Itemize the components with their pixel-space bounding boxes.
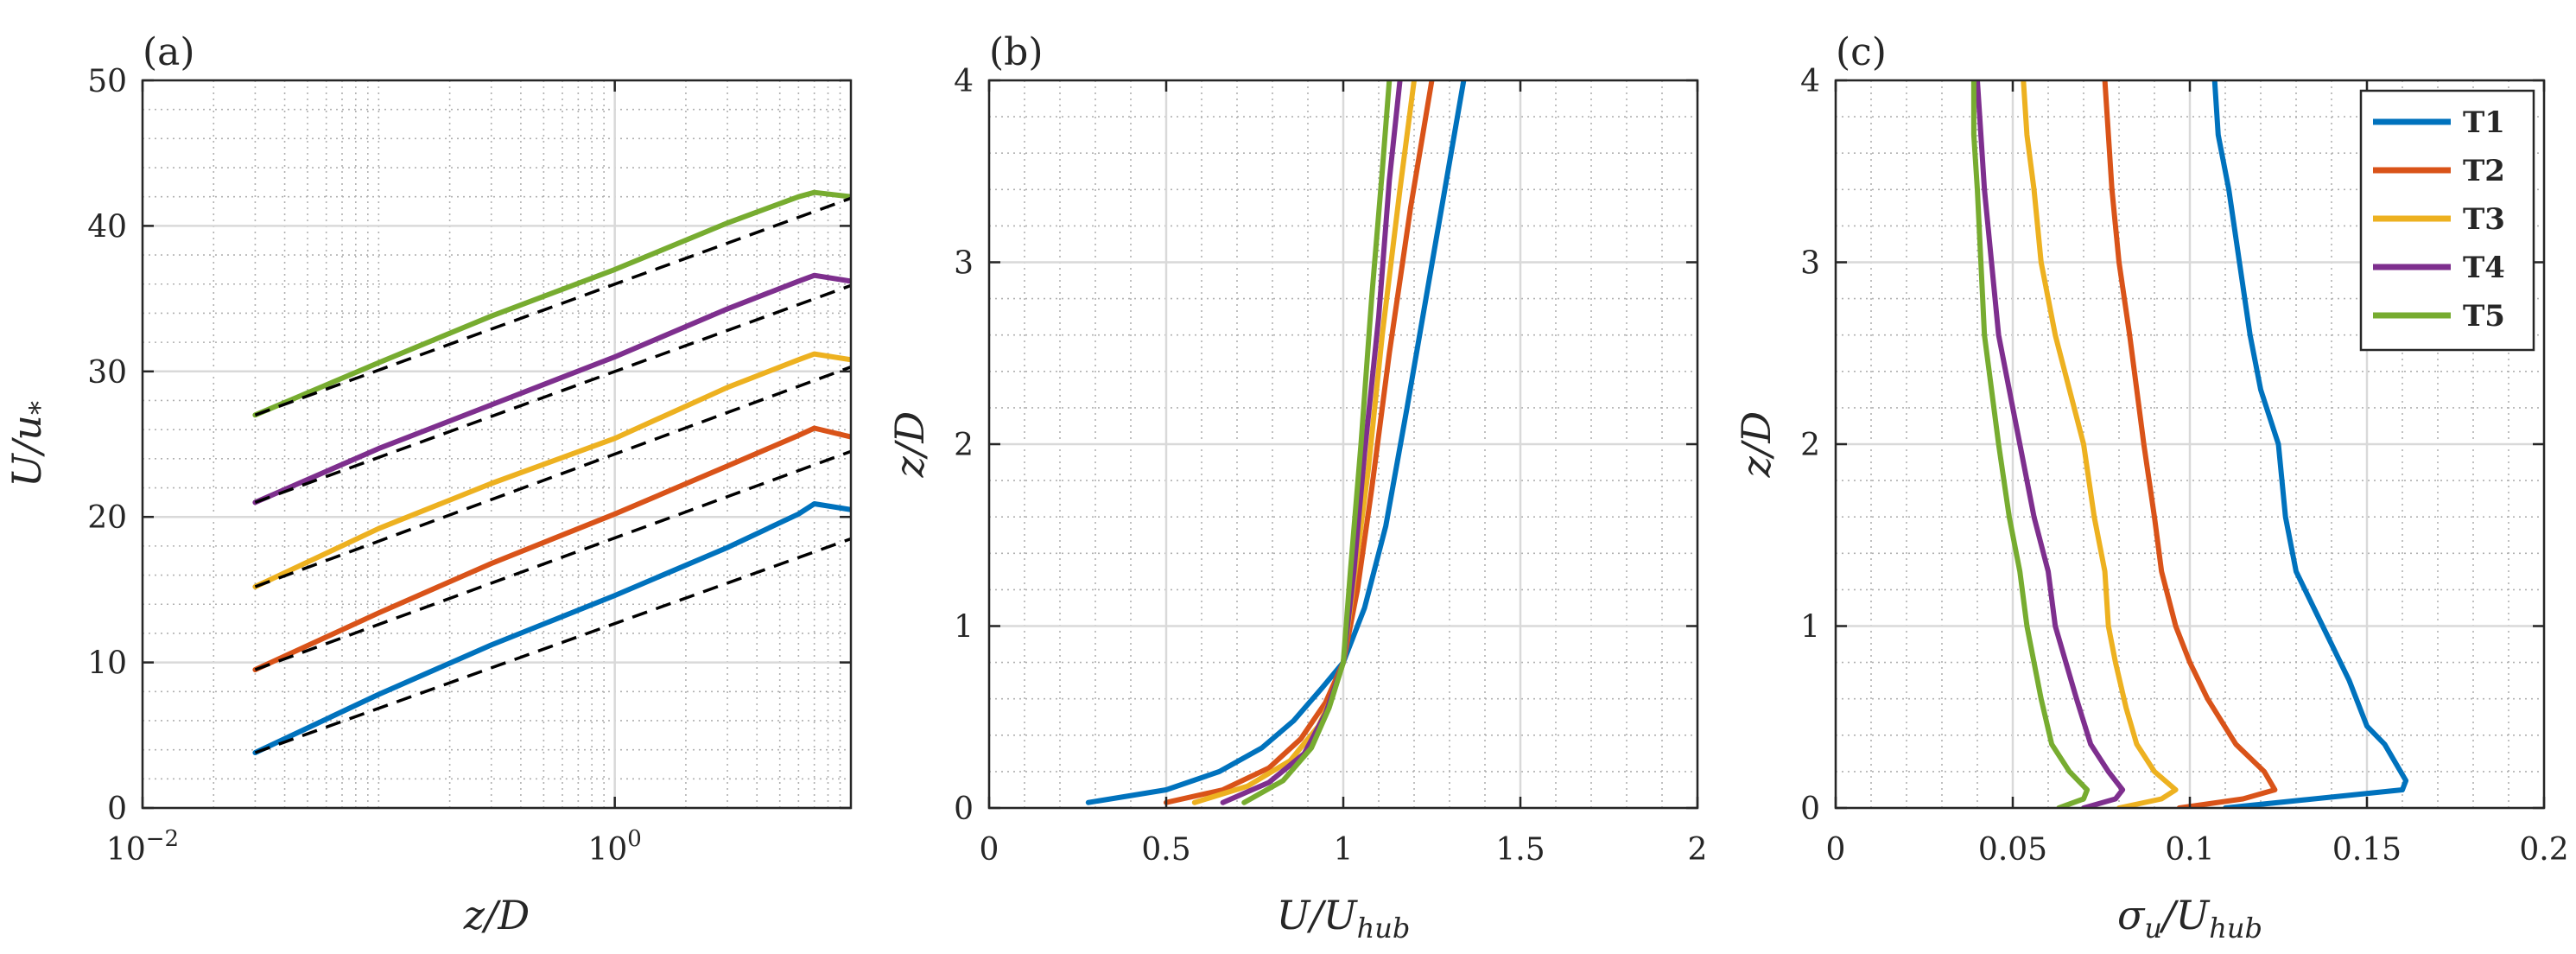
x-tick-label: 0.1 xyxy=(2165,832,2214,868)
y-tick-label: 0 xyxy=(1800,792,1820,827)
legend-label-t3: T3 xyxy=(2463,202,2505,237)
y-axis-label: z/D xyxy=(1733,411,1780,479)
x-tick-label: 0.2 xyxy=(2519,832,2568,868)
fit-line-t4 xyxy=(254,283,851,505)
y-tick-label: 4 xyxy=(954,64,974,99)
x-tick-label: 2 xyxy=(1688,832,1708,868)
x-tick-label: 0.5 xyxy=(1141,832,1190,868)
y-tick-label: 3 xyxy=(954,246,974,282)
fit-line-t2 xyxy=(254,449,851,671)
panel-a: 10−2 100 0 10 20 30 40 50 z/D U/u* (a) xyxy=(3,30,853,938)
y-axis-label: U/u* xyxy=(3,401,56,487)
series-line-t4 xyxy=(252,272,851,506)
fit-line-t1 xyxy=(254,537,851,754)
panel-b: 0 0.5 1 1.5 2 0 1 2 3 4 U/Uhub z/D (b) xyxy=(886,30,1707,944)
data-layer xyxy=(252,189,851,755)
x-tick-label: 100 xyxy=(587,826,641,868)
panel-label: (b) xyxy=(989,30,1044,74)
y-tick-label: 2 xyxy=(1800,428,1820,463)
y-tick-label: 20 xyxy=(87,500,127,536)
series-line-t2 xyxy=(2102,80,2278,808)
x-axis-label: σu/Uhub xyxy=(2117,892,2262,944)
y-tick-label: 3 xyxy=(1800,246,1820,282)
x-tick-label: 0.05 xyxy=(1978,832,2047,868)
x-tick-label: 0 xyxy=(980,832,999,868)
x-axis-label: z/D xyxy=(463,892,530,938)
grid xyxy=(987,79,1699,810)
x-axis-label: U/Uhub xyxy=(1277,892,1411,944)
series-line-t5 xyxy=(1241,80,1393,805)
y-tick-label: 2 xyxy=(954,428,974,463)
x-tick-label: 1.5 xyxy=(1495,832,1545,868)
panel-label: (c) xyxy=(1836,30,1887,74)
y-tick-label: 10 xyxy=(87,646,127,682)
y-tick-label: 30 xyxy=(87,355,127,391)
data-layer xyxy=(1970,80,2409,808)
legend-label-t4: T4 xyxy=(2463,251,2505,285)
x-tick-label: 0.15 xyxy=(2332,832,2402,868)
data-layer xyxy=(1085,80,1467,805)
legend-label-t2: T2 xyxy=(2463,154,2505,188)
y-tick-label: 1 xyxy=(954,610,974,646)
x-tick-label: 0 xyxy=(1826,832,1846,868)
y-axis-label: z/D xyxy=(886,411,933,479)
fit-line-t5 xyxy=(254,196,851,417)
x-tick-label: 1 xyxy=(1334,832,1354,868)
legend-label-t1: T1 xyxy=(2463,105,2505,140)
y-tick-label: 0 xyxy=(954,792,974,827)
y-tick-label: 1 xyxy=(1800,610,1820,646)
legend: T1 T2 T3 T4 T5 xyxy=(2359,89,2535,352)
y-tick-label: 40 xyxy=(87,209,127,245)
series-line-t5 xyxy=(252,189,851,418)
series-line-t1 xyxy=(2211,80,2409,808)
y-tick-label: 50 xyxy=(87,64,127,99)
series-line-t2 xyxy=(252,425,851,672)
axes-box xyxy=(141,79,853,810)
legend-label-t5: T5 xyxy=(2463,299,2505,334)
y-tick-label: 4 xyxy=(1800,64,1820,99)
panel-c: 0 0.05 0.1 0.15 0.201234σu/Uhubz/D(c)T1T2T3T… xyxy=(1733,30,2569,944)
panel-label: (a) xyxy=(143,30,195,74)
series-line-t1 xyxy=(1085,80,1467,805)
plot-area xyxy=(143,80,851,808)
series-line-t3 xyxy=(252,351,851,589)
series-line-t3 xyxy=(2021,80,2179,808)
series-line-t5 xyxy=(1970,80,2091,808)
fit-line-t3 xyxy=(254,366,851,588)
y-tick-label: 0 xyxy=(107,792,127,827)
series-line-t1 xyxy=(252,501,851,755)
grid xyxy=(141,79,851,810)
series-line-t4 xyxy=(1975,80,2126,808)
x-tick-label: 10−2 xyxy=(106,826,179,868)
